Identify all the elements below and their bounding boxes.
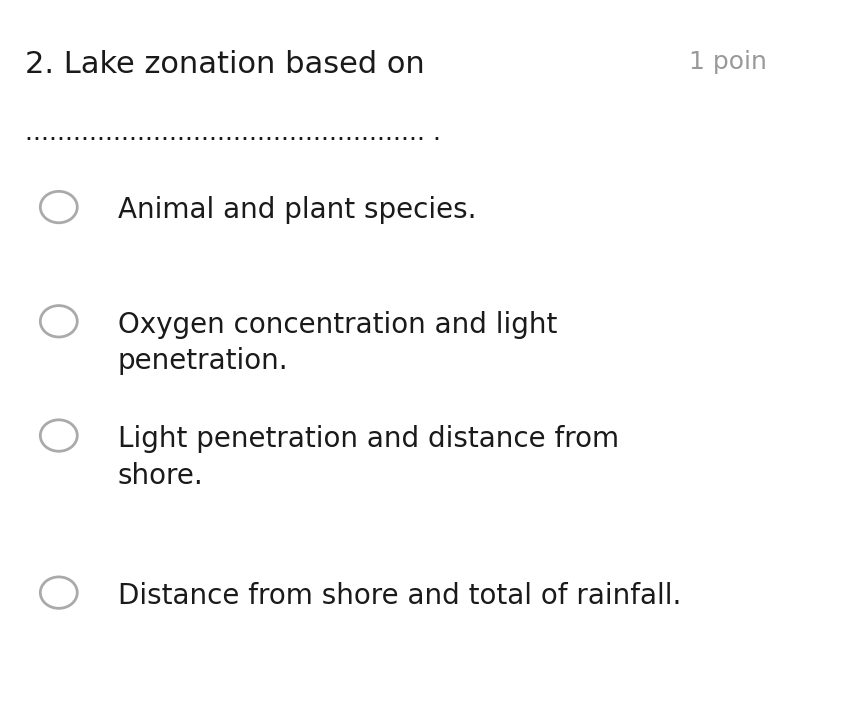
Text: Light penetration and distance from
shore.: Light penetration and distance from shor… <box>118 425 619 490</box>
Text: 1 poin: 1 poin <box>689 50 766 74</box>
Text: 2. Lake zonation based on: 2. Lake zonation based on <box>25 50 425 79</box>
Text: Animal and plant species.: Animal and plant species. <box>118 196 476 224</box>
Text: .................................................. .: ........................................… <box>25 121 441 146</box>
Text: Distance from shore and total of rainfall.: Distance from shore and total of rainfal… <box>118 582 681 610</box>
Text: Oxygen concentration and light
penetration.: Oxygen concentration and light penetrati… <box>118 311 557 376</box>
